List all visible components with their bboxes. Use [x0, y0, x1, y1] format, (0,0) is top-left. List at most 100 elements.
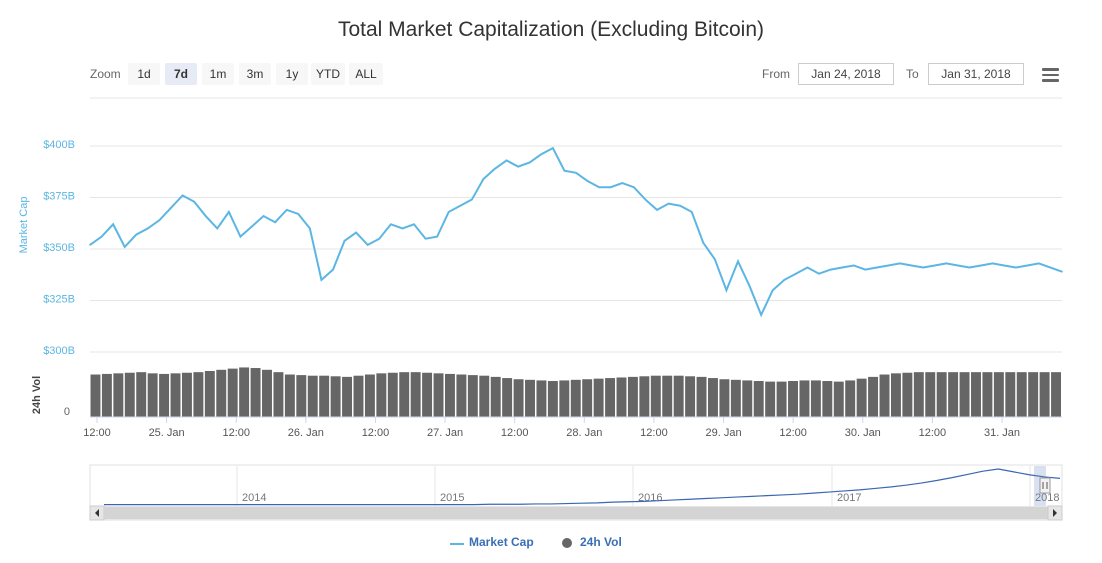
- market-cap-point: [228, 211, 230, 213]
- market-cap-point: [482, 178, 485, 180]
- legend-item-24h-vol[interactable]: 24h Vol: [580, 535, 622, 549]
- market-cap-point: [725, 289, 728, 292]
- volume-bar: [101, 373, 112, 417]
- volume-bar: [181, 372, 192, 417]
- navigator-tick-label: 2017: [837, 492, 861, 504]
- market-cap-point: [390, 223, 392, 226]
- market-cap-points: [89, 147, 1063, 316]
- zoom-button-3m[interactable]: 3m: [239, 63, 271, 85]
- market-cap-point: [366, 244, 369, 246]
- volume-bar: [364, 374, 375, 417]
- market-cap-point: [378, 237, 381, 240]
- zoom-button-ytd[interactable]: YTD: [311, 63, 345, 85]
- market-cap-point: [887, 264, 890, 267]
- y-tick-label: $400B: [43, 139, 75, 151]
- zoom-button-1y[interactable]: 1y: [276, 63, 308, 85]
- zoom-button-1m[interactable]: 1m: [202, 63, 234, 85]
- market-cap-point: [644, 198, 647, 201]
- market-cap-point: [1061, 270, 1063, 273]
- navigator-handle[interactable]: [1039, 477, 1051, 494]
- scrollbar-thumb[interactable]: [104, 507, 1048, 519]
- volume-bar: [856, 378, 867, 417]
- volume-bar: [673, 375, 684, 417]
- market-cap-point: [1014, 266, 1017, 269]
- zoom-button-1d[interactable]: 1d: [128, 63, 160, 85]
- market-cap-point: [667, 202, 670, 205]
- market-cap-point: [297, 213, 300, 215]
- volume-bar: [570, 379, 581, 417]
- volume-bar: [753, 381, 764, 417]
- market-cap-point: [528, 161, 531, 164]
- market-cap-point: [170, 207, 172, 209]
- market-cap-point: [679, 204, 681, 207]
- market-cap-point: [575, 171, 577, 174]
- scroll-right-arrow-icon: [1053, 509, 1057, 517]
- market-cap-point: [609, 186, 612, 188]
- legend-item-market-cap[interactable]: Market Cap: [469, 535, 534, 549]
- volume-bar: [433, 373, 444, 417]
- volume-bar: [239, 367, 250, 417]
- volume-bar: [925, 372, 936, 417]
- navigator-tick-label: 2016: [638, 492, 662, 504]
- market-cap-point: [320, 279, 323, 281]
- volume-bar: [639, 376, 650, 417]
- market-cap-point: [112, 223, 114, 226]
- volume-bar: [730, 379, 741, 417]
- market-cap-point: [471, 198, 473, 201]
- volume-bar: [913, 372, 924, 417]
- volume-bar: [456, 374, 467, 417]
- x-tick-label: 12:00: [222, 427, 250, 439]
- y-axis-ticks: $400B $375B $350B $325B $300B: [43, 139, 75, 357]
- volume-bar: [810, 380, 821, 417]
- zoom-button-7d[interactable]: 7d: [165, 63, 197, 85]
- volume-axis-label: 24h Vol: [31, 376, 43, 414]
- volume-bar: [204, 370, 215, 417]
- market-cap-point: [899, 262, 901, 265]
- from-date-input[interactable]: Jan 24, 2018: [798, 63, 894, 85]
- y-tick-label: $350B: [43, 242, 75, 254]
- x-tick-label: 12:00: [640, 427, 668, 439]
- volume-bar: [147, 373, 158, 417]
- from-label: From: [762, 67, 790, 81]
- volume-bar: [936, 372, 947, 417]
- market-cap-point: [239, 235, 242, 238]
- navigator-gridlines: 2014 2015 2016 2017 2018: [236, 466, 1059, 506]
- volume-bar: [845, 380, 856, 417]
- volume-bar: [284, 374, 295, 417]
- x-tick-label: 29. Jan: [705, 427, 741, 439]
- zoom-button-all[interactable]: ALL: [349, 63, 383, 85]
- menu-icon[interactable]: [1042, 68, 1059, 82]
- x-tick-label: 30. Jan: [845, 427, 881, 439]
- market-cap-point: [690, 211, 693, 213]
- volume-bar: [536, 380, 547, 417]
- volume-bar: [708, 378, 718, 417]
- zoom-label: Zoom: [90, 67, 121, 81]
- market-cap-point: [251, 225, 253, 228]
- x-tick-label: 12:00: [83, 427, 111, 439]
- market-cap-point: [216, 227, 219, 230]
- market-cap-point: [980, 264, 982, 267]
- to-date-input[interactable]: Jan 31, 2018: [928, 63, 1024, 85]
- market-cap-point: [621, 182, 624, 184]
- volume-bar: [262, 369, 272, 417]
- market-cap-point: [771, 289, 774, 292]
- market-cap-point: [841, 266, 843, 269]
- market-cap-point: [598, 186, 600, 188]
- x-tick-label: 27. Jan: [427, 427, 463, 439]
- volume-bar: [868, 376, 879, 417]
- volume-bar: [627, 376, 638, 417]
- volume-bar: [993, 372, 1004, 417]
- market-cap-point: [795, 272, 797, 275]
- market-cap-point: [852, 264, 855, 267]
- volume-bar: [605, 378, 616, 417]
- market-cap-point: [829, 268, 832, 271]
- volume-bar: [467, 375, 478, 417]
- market-cap-point: [563, 169, 566, 172]
- volume-bar: [1051, 372, 1061, 417]
- volume-bar: [948, 372, 959, 417]
- market-cap-point: [181, 194, 184, 197]
- market-cap-point: [343, 239, 346, 242]
- market-cap-point: [494, 167, 496, 170]
- market-cap-point: [818, 272, 820, 275]
